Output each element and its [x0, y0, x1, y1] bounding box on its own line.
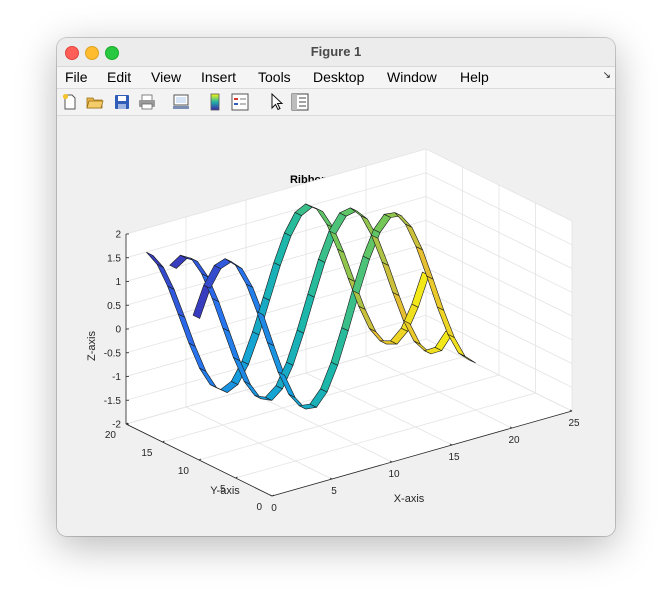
legend-icon[interactable]	[231, 93, 249, 111]
y-tick	[198, 458, 202, 461]
y-tick-label: 5	[220, 484, 226, 495]
z-grid-line	[125, 291, 573, 377]
ribbon-plot-axes[interactable]: Ribbon Plot Example 051015202505101520-2…	[57, 116, 615, 536]
z-tick-label: -1	[112, 372, 121, 383]
ribbon-segment	[411, 271, 430, 308]
y-tick	[271, 494, 275, 497]
colorbar-icon[interactable]	[206, 93, 224, 111]
window-title: Figure 1	[310, 44, 362, 59]
x-tick	[269, 494, 273, 497]
z-axis-label: Z-axis	[86, 331, 98, 361]
x-axis-line	[271, 410, 573, 497]
menu-desktop[interactable]: Desktop	[313, 69, 365, 85]
link-plot-icon[interactable]	[172, 93, 190, 111]
y-tick-label: 10	[178, 466, 190, 477]
z-grid-line	[125, 172, 573, 259]
z-grid-line	[125, 243, 573, 330]
figure-toolbar	[57, 89, 615, 116]
y-tick-label: 15	[141, 448, 153, 459]
x-tick-label: 10	[388, 469, 400, 480]
z-grid-line	[125, 338, 573, 425]
x-tick	[329, 477, 333, 480]
open-file-icon[interactable]	[86, 93, 104, 111]
z-tick-label: 0.5	[107, 301, 121, 312]
x-tick-label: 15	[448, 452, 460, 463]
x-tick	[449, 443, 453, 446]
x-tick-label: 0	[271, 503, 277, 514]
save-icon[interactable]	[113, 93, 131, 111]
x-tick	[569, 409, 573, 412]
ribbon-segment	[434, 330, 453, 351]
figure-window: Figure 1 File Edit View Insert Tools Des…	[57, 38, 615, 536]
minimize-window-button[interactable]	[85, 46, 99, 60]
z-grid-line	[125, 148, 573, 235]
menu-insert[interactable]: Insert	[201, 69, 237, 85]
x-axis-label: X-axis	[394, 493, 425, 505]
property-inspector-icon[interactable]	[291, 93, 309, 111]
ribbon-segment	[458, 352, 476, 364]
z-tick-label: 2	[115, 230, 121, 241]
x-tick-label: 20	[508, 435, 520, 446]
edit-plot-arrow-icon[interactable]	[267, 93, 285, 111]
menu-window[interactable]: Window	[387, 69, 437, 85]
x-tick	[389, 460, 393, 463]
x-tick-label: 5	[331, 486, 337, 497]
plot-area: Ribbon Plot Example 051015202505101520-2…	[57, 116, 615, 536]
z-grid-line	[125, 196, 573, 282]
z-grid-line	[125, 314, 573, 401]
new-figure-icon[interactable]	[61, 93, 79, 111]
menu-bar: File Edit View Insert Tools Desktop Wind…	[57, 67, 615, 89]
y-tick	[235, 476, 238, 479]
menu-help[interactable]: Help	[460, 69, 489, 85]
menu-view[interactable]: View	[151, 69, 182, 85]
close-window-button[interactable]	[65, 46, 79, 60]
z-tick-label: 1	[115, 277, 121, 288]
y-tick-label: 0	[256, 502, 262, 513]
maximize-window-button[interactable]	[105, 46, 119, 60]
y-axis-label: Y-axis	[210, 485, 240, 497]
y-tick-label: 20	[105, 430, 117, 441]
z-tick-label: 1.5	[107, 253, 121, 264]
z-tick-label: -1.5	[104, 396, 122, 407]
z-tick-label: -2	[112, 420, 121, 431]
menu-file[interactable]: File	[65, 69, 88, 85]
x-tick	[509, 426, 513, 429]
y-tick	[162, 440, 165, 443]
menu-tools[interactable]: Tools	[258, 69, 291, 85]
menu-collapse-arrow-icon[interactable]: ↘	[602, 70, 611, 81]
x-tick-label: 25	[568, 418, 580, 429]
title-bar: Figure 1	[57, 38, 615, 67]
print-icon[interactable]	[138, 93, 156, 111]
z-grid-line	[125, 219, 573, 306]
z-tick-label: 0	[115, 325, 121, 336]
menu-edit[interactable]: Edit	[107, 69, 132, 85]
z-tick-label: -0.5	[104, 348, 122, 359]
